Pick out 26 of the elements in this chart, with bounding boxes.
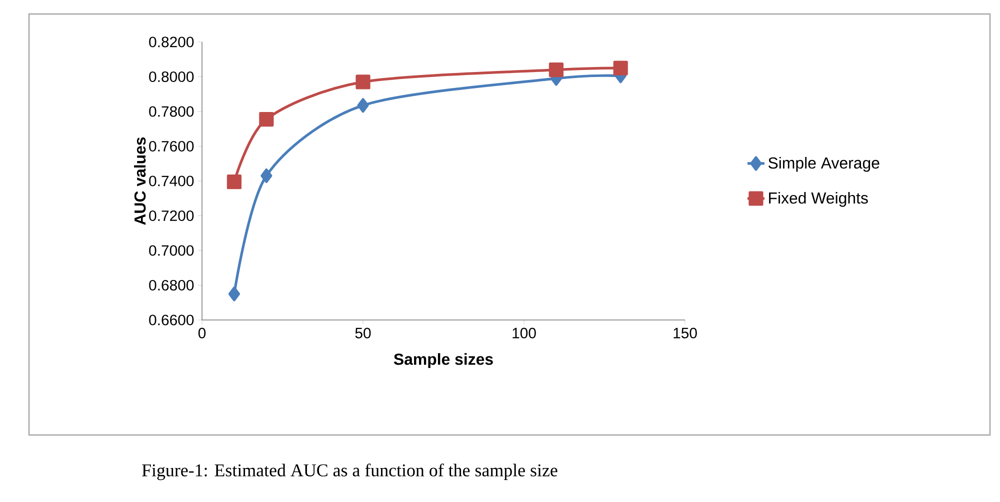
point [548, 62, 564, 78]
text: Figure-1: Estimated AUC as a function of the sample size [142, 464, 558, 480]
y-tick-label: 0.7600 [149, 140, 194, 152]
x-tick-label: 0 [198, 328, 206, 338]
x-tick-label: 150 [674, 328, 697, 338]
y-tick-label: 0.6600 [149, 314, 194, 326]
legend-label: Simple Average [768, 156, 880, 172]
y-tick-label: 0.8200 [149, 36, 194, 48]
y-tick-label: 0.7200 [149, 210, 194, 222]
y-tick-label: 0.7800 [149, 106, 194, 117]
y-axis-title: AUC values [134, 137, 146, 225]
point [613, 60, 628, 76]
point [356, 74, 370, 90]
point [228, 286, 240, 302]
point [357, 98, 369, 113]
x-axis-title: Sample sizes [394, 353, 493, 368]
y-tick-label: 0.7400 [149, 176, 194, 186]
y-tick-label: 0.8000 [149, 71, 194, 82]
y-tick-label: 0.6800 [149, 280, 194, 291]
point [259, 112, 274, 127]
x-tick-label: 50 [355, 328, 371, 338]
legend-label: Fixed Weights [769, 192, 868, 207]
y-tick-label: 0.7000 [149, 245, 194, 256]
point [260, 168, 272, 184]
x-tick-label: 100 [512, 328, 536, 338]
point [226, 174, 242, 190]
